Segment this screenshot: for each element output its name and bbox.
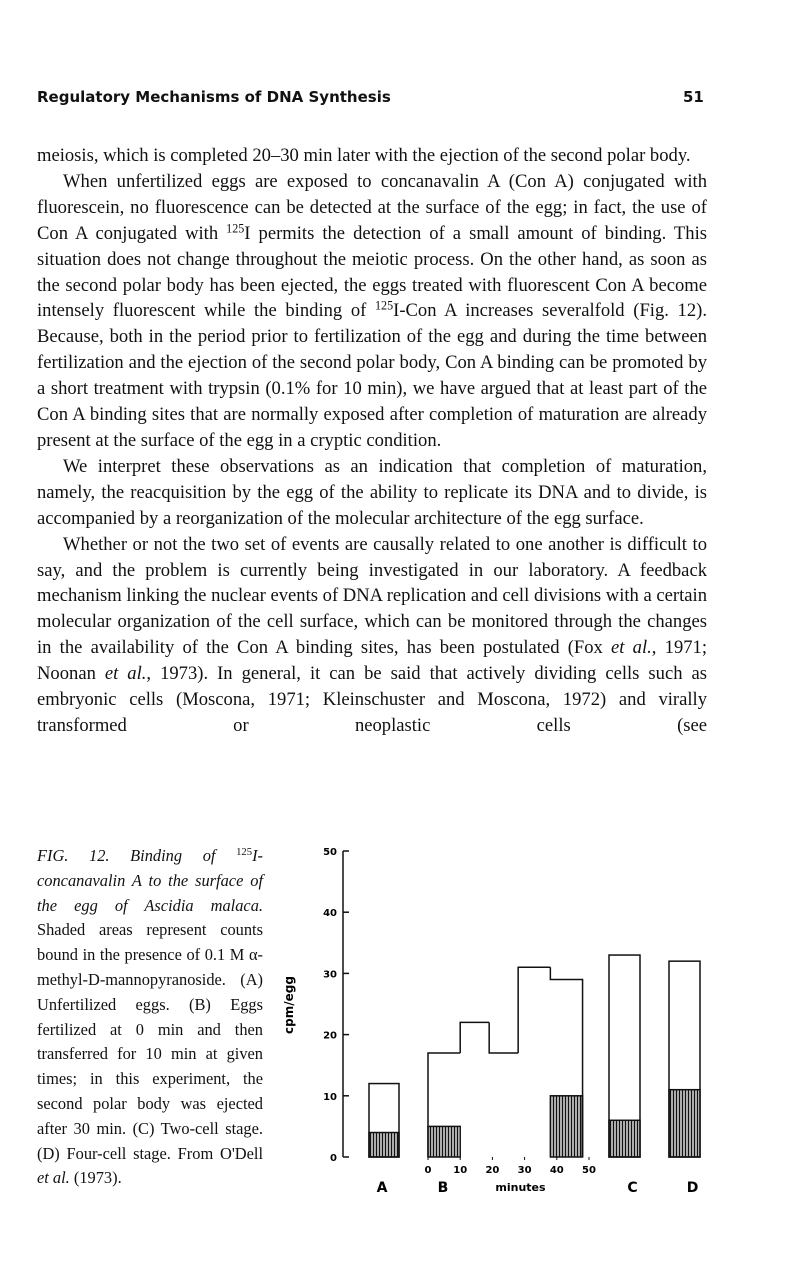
text-run: , 1971; Noonan bbox=[37, 637, 708, 685]
x-tick-label: 0 bbox=[425, 1165, 432, 1176]
text-run: I-Con A increases severalfold (Fig. 12).… bbox=[37, 300, 707, 451]
text-run: When unfertilized eggs are exposed to co… bbox=[37, 170, 707, 244]
paragraph: meiosis, which is completed 20–30 min la… bbox=[37, 143, 707, 169]
italic-run: I-concanavalin A to the surface of the e… bbox=[37, 846, 263, 915]
paragraph: When unfertilized eggs are exposed to co… bbox=[37, 169, 707, 454]
superscript: 125 bbox=[375, 298, 394, 313]
y-tick-label: 50 bbox=[323, 847, 337, 858]
body-text: meiosis, which is completed 20–30 min la… bbox=[37, 143, 707, 739]
page-number: 51 bbox=[683, 88, 704, 106]
x-axis-label: minutes bbox=[495, 1181, 546, 1194]
x-tick-label: 50 bbox=[582, 1165, 596, 1176]
text-run: Shaded areas represent counts bound in t… bbox=[37, 920, 263, 1163]
text-run: , 1973). In general, it can be said that… bbox=[37, 663, 707, 736]
superscript: 125 bbox=[236, 847, 253, 859]
text-run: I permits the detection of a small amoun… bbox=[37, 222, 707, 322]
text-run: Whether or not the two set of events are… bbox=[37, 533, 707, 659]
paragraph: Whether or not the two set of events are… bbox=[37, 532, 707, 739]
panel-label: C bbox=[627, 1180, 637, 1196]
y-axis-label: cpm/egg bbox=[282, 976, 296, 1034]
y-tick-label: 0 bbox=[330, 1153, 337, 1164]
x-tick-label: 40 bbox=[550, 1165, 564, 1176]
panel-label: B bbox=[438, 1180, 449, 1196]
y-tick-label: 30 bbox=[323, 969, 337, 980]
shaded-bar bbox=[549, 1095, 584, 1158]
total-step bbox=[549, 967, 584, 1157]
running-header: Regulatory Mechanisms of DNA Synthesis bbox=[37, 88, 391, 106]
shaded-bar bbox=[368, 1131, 400, 1158]
shaded-bar bbox=[608, 1119, 641, 1158]
text-run: (1973). bbox=[69, 1168, 122, 1188]
x-tick-label: 20 bbox=[485, 1165, 499, 1176]
paragraph: We interpret these observations as an in… bbox=[37, 454, 707, 532]
x-tick-label: 10 bbox=[453, 1165, 467, 1176]
text-run: meiosis, which is completed 20–30 min la… bbox=[37, 145, 691, 166]
text-run: We interpret these observations as an in… bbox=[37, 455, 707, 529]
italic-run: et al. bbox=[104, 663, 147, 685]
total-step bbox=[488, 1022, 519, 1054]
x-tick-label: 30 bbox=[518, 1165, 532, 1176]
figure-caption: FIG. 12. Binding of 125I-concanavalin A … bbox=[37, 844, 263, 1191]
total-step bbox=[427, 1052, 461, 1157]
superscript: 125 bbox=[226, 221, 245, 236]
shaded-bar bbox=[668, 1088, 701, 1158]
panel-label: A bbox=[377, 1180, 388, 1196]
total-step bbox=[517, 966, 551, 1053]
panel-label: D bbox=[687, 1180, 699, 1196]
y-tick-label: 10 bbox=[323, 1092, 337, 1103]
italic-run: et al. bbox=[37, 1168, 70, 1188]
shaded-bar bbox=[427, 1125, 461, 1158]
y-tick-label: 40 bbox=[323, 908, 337, 919]
italic-run: FIG. 12. Binding of bbox=[37, 846, 237, 865]
italic-run: et al. bbox=[611, 637, 652, 659]
total-step bbox=[459, 1021, 490, 1053]
y-tick-label: 20 bbox=[323, 1031, 337, 1042]
